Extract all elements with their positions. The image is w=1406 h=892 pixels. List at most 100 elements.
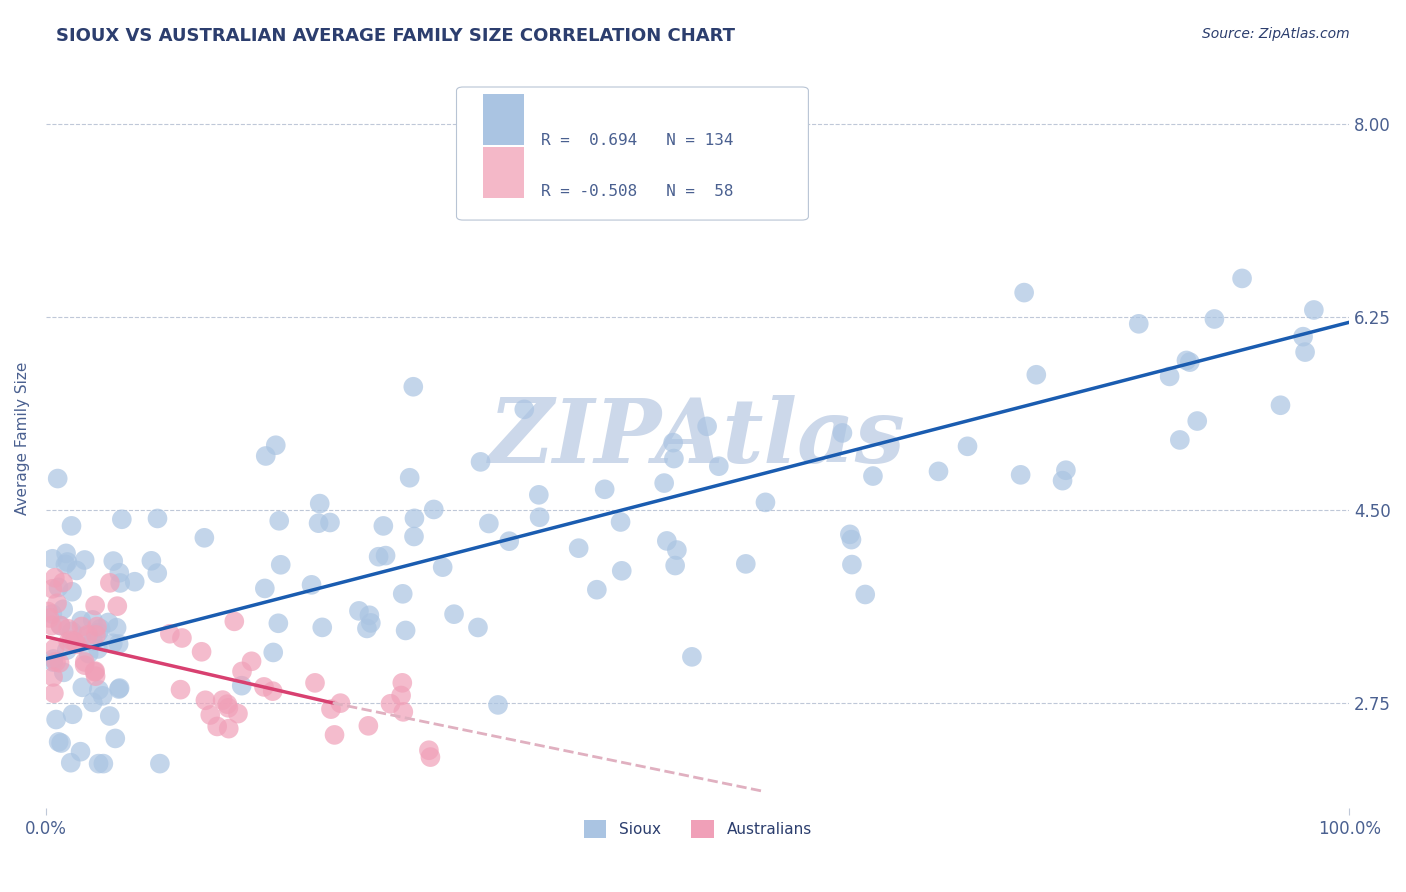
Point xyxy=(49,618,72,632)
Point xyxy=(470,455,492,469)
Point xyxy=(360,615,382,630)
Point xyxy=(108,681,131,695)
Point xyxy=(73,553,96,567)
Point xyxy=(84,664,107,678)
Point xyxy=(66,637,89,651)
Point xyxy=(319,516,342,530)
Point xyxy=(1012,285,1035,300)
Point xyxy=(84,599,107,613)
Point xyxy=(52,602,75,616)
Point xyxy=(394,624,416,638)
Point xyxy=(87,625,110,640)
Point xyxy=(253,582,276,596)
Point xyxy=(73,655,96,669)
Point xyxy=(46,596,69,610)
Point xyxy=(308,516,330,531)
Point xyxy=(70,629,93,643)
Point xyxy=(391,676,413,690)
Point xyxy=(269,514,291,528)
Point xyxy=(159,626,181,640)
Point xyxy=(662,451,685,466)
Point xyxy=(108,681,131,696)
Point xyxy=(58,635,80,649)
Point xyxy=(270,558,292,572)
Point xyxy=(707,459,730,474)
Point xyxy=(84,628,107,642)
Point xyxy=(402,529,425,543)
Bar xyxy=(482,147,524,197)
Point xyxy=(392,705,415,719)
Point xyxy=(42,670,65,684)
Point xyxy=(568,541,591,556)
Point xyxy=(423,502,446,516)
Point xyxy=(146,511,169,525)
Point xyxy=(1187,414,1209,428)
Point xyxy=(1054,463,1077,477)
Point xyxy=(52,665,75,680)
Point xyxy=(44,571,66,585)
Point xyxy=(838,527,860,541)
Point xyxy=(1010,467,1032,482)
Point xyxy=(42,655,65,669)
Point xyxy=(831,425,853,440)
Point xyxy=(323,728,346,742)
Point xyxy=(82,634,104,648)
Point xyxy=(70,619,93,633)
Point xyxy=(218,722,240,736)
Point xyxy=(1230,271,1253,285)
Point xyxy=(101,636,124,650)
Point xyxy=(1168,433,1191,447)
Point xyxy=(254,449,277,463)
Point xyxy=(652,476,675,491)
Point xyxy=(1270,398,1292,412)
Point xyxy=(956,439,979,453)
Point xyxy=(665,543,688,558)
Point xyxy=(217,701,239,715)
Point xyxy=(45,655,67,669)
Point xyxy=(1204,312,1226,326)
Point xyxy=(240,654,263,668)
Point xyxy=(48,656,70,670)
Point xyxy=(93,756,115,771)
Point xyxy=(104,731,127,746)
Point xyxy=(231,665,253,679)
Point xyxy=(467,620,489,634)
Point xyxy=(105,599,128,614)
Point xyxy=(82,613,104,627)
Point xyxy=(124,574,146,589)
Point xyxy=(655,533,678,548)
Point xyxy=(527,488,550,502)
Point xyxy=(308,497,330,511)
Point xyxy=(149,756,172,771)
Point xyxy=(49,736,72,750)
Point xyxy=(76,628,98,642)
Point xyxy=(478,516,501,531)
Point xyxy=(264,438,287,452)
Point xyxy=(141,554,163,568)
Point xyxy=(41,618,63,632)
Point xyxy=(357,719,380,733)
Point xyxy=(146,566,169,580)
Point xyxy=(419,750,441,764)
Point xyxy=(927,464,949,478)
Point xyxy=(41,607,63,621)
Point xyxy=(60,624,83,639)
Point xyxy=(262,684,284,698)
Point xyxy=(664,558,686,573)
Point xyxy=(398,471,420,485)
Point xyxy=(65,564,87,578)
Point xyxy=(311,620,333,634)
Point xyxy=(853,587,876,601)
Point xyxy=(42,686,65,700)
Text: R =  0.694   N = 134: R = 0.694 N = 134 xyxy=(541,134,734,148)
Point xyxy=(841,558,863,572)
Point xyxy=(681,649,703,664)
Point xyxy=(662,435,685,450)
Point xyxy=(200,708,222,723)
Point xyxy=(97,615,120,630)
Point xyxy=(98,575,121,590)
Text: SIOUX VS AUSTRALIAN AVERAGE FAMILY SIZE CORRELATION CHART: SIOUX VS AUSTRALIAN AVERAGE FAMILY SIZE … xyxy=(56,27,735,45)
Point xyxy=(498,534,520,549)
Y-axis label: Average Family Size: Average Family Size xyxy=(15,361,30,515)
Point xyxy=(107,637,129,651)
